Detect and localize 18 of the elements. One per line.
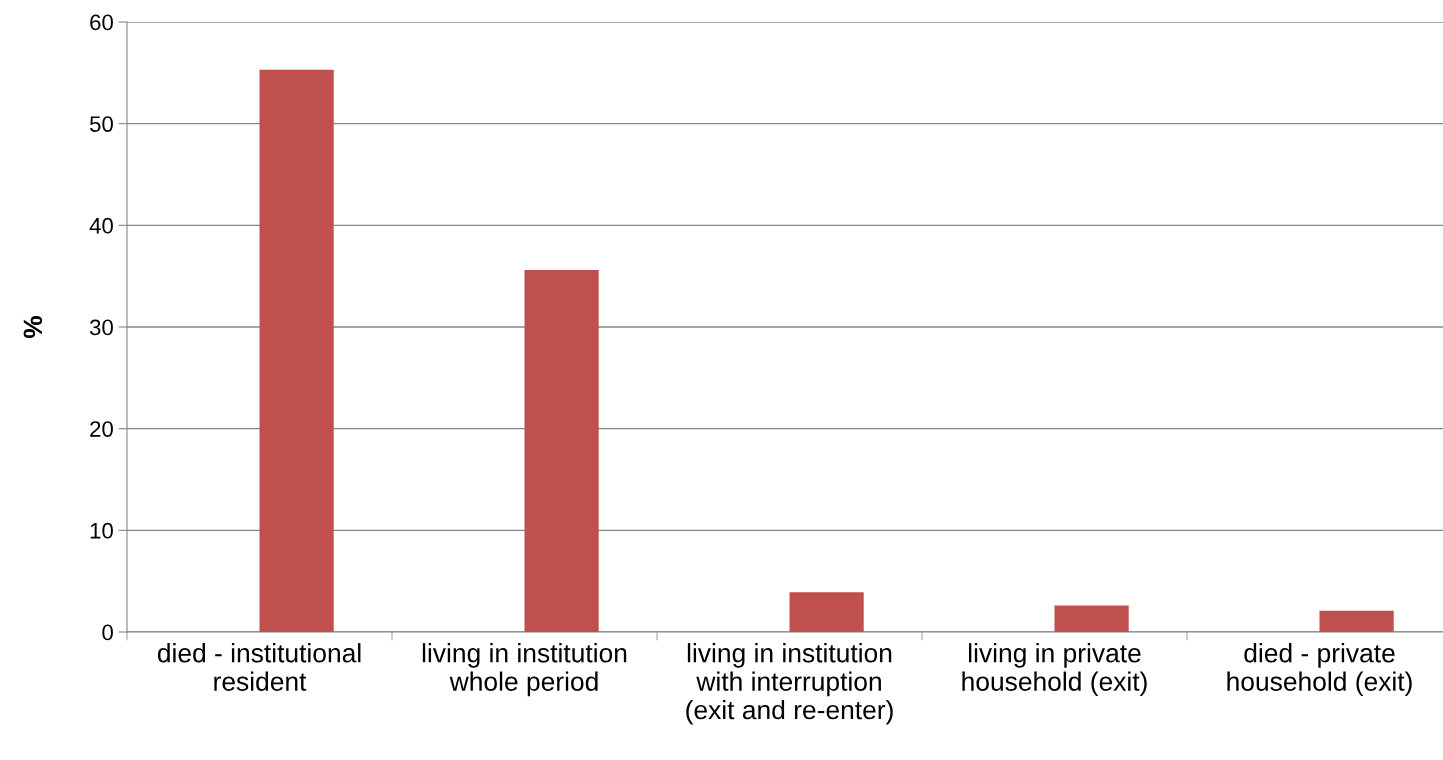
x-tick-label: living in private household (exit) bbox=[962, 643, 1147, 697]
x-tick-label: died - private household (exit) bbox=[1227, 643, 1412, 697]
x-tick-label: died - institutional resident bbox=[157, 643, 361, 691]
y-tick-label: 30 bbox=[89, 319, 113, 336]
y-tick-label: 10 bbox=[90, 522, 113, 539]
y-tick-label: 0 bbox=[102, 624, 113, 641]
bar bbox=[259, 69, 334, 632]
bar bbox=[1054, 605, 1129, 632]
y-tick-label: 60 bbox=[90, 14, 113, 31]
bar bbox=[789, 592, 864, 632]
bar bbox=[1319, 610, 1394, 632]
y-tick-label: 40 bbox=[89, 217, 113, 234]
x-tick-label: living in institution whole period bbox=[422, 643, 627, 697]
bar bbox=[524, 270, 599, 632]
y-tick-label: 50 bbox=[89, 116, 113, 132]
y-axis-title: % bbox=[23, 315, 43, 339]
x-tick-label: living in institution with interruption (exit and re-enter) bbox=[686, 643, 893, 725]
y-tick-label: 20 bbox=[90, 421, 113, 437]
